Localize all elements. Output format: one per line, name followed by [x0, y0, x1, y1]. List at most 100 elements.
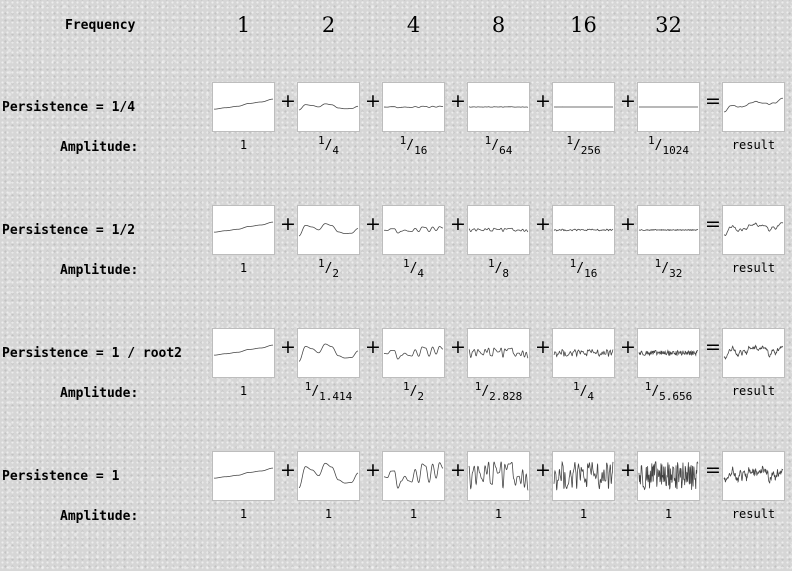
noise-graph	[383, 329, 444, 377]
noise-graph	[638, 329, 699, 377]
amplitude-denominator: 2	[417, 390, 424, 403]
plus-sign: +	[620, 460, 632, 480]
plus-sign: +	[535, 460, 547, 480]
plus-sign: +	[450, 460, 462, 480]
octave-panel	[297, 328, 360, 378]
amplitude-value: 1	[460, 507, 538, 521]
noise-line	[299, 463, 358, 487]
noise-graph	[213, 83, 274, 131]
octave-panel	[467, 451, 530, 501]
noise-graph	[723, 83, 784, 131]
octave-panel	[212, 82, 275, 132]
amplitude-numerator: 1	[318, 257, 325, 270]
amplitude-value: 1	[205, 384, 283, 398]
noise-graph	[468, 83, 529, 131]
noise-graph	[553, 83, 614, 131]
amplitude-denominator: 2	[332, 267, 339, 280]
plus-sign: +	[535, 214, 547, 234]
noise-graph	[383, 206, 444, 254]
amplitude-value: 1	[205, 507, 283, 521]
result-panel	[722, 205, 785, 255]
amplitude-value: 1	[205, 138, 283, 152]
amplitude-numerator: 1	[485, 134, 492, 147]
octave-panel	[552, 205, 615, 255]
amplitude-numerator: 1	[403, 257, 410, 270]
noise-graph	[213, 329, 274, 377]
result-panel	[722, 328, 785, 378]
noise-line	[724, 223, 783, 236]
amplitude-value: 1	[290, 507, 368, 521]
octave-panel	[637, 82, 700, 132]
amplitude-denominator: 2.828	[489, 390, 522, 403]
octave-panel	[467, 82, 530, 132]
plus-sign: +	[365, 214, 377, 234]
octave-panel	[297, 82, 360, 132]
octave-panel	[467, 328, 530, 378]
plus-sign: +	[365, 460, 377, 480]
amplitude-denominator: 4	[587, 390, 594, 403]
noise-line	[554, 229, 613, 231]
amplitude-numerator: 1	[488, 257, 495, 270]
noise-line	[469, 348, 528, 358]
amplitude-value: 1/64	[460, 138, 538, 153]
noise-line	[554, 349, 613, 356]
amplitude-value: 1	[375, 507, 453, 521]
plus-sign: +	[365, 337, 377, 357]
octave-panel	[552, 328, 615, 378]
amplitude-value: 1/5.656	[630, 384, 708, 399]
frequency-label: Frequency	[65, 18, 135, 33]
frequency-value: 16	[547, 13, 621, 37]
persistence-label: Persistence = 1/4	[2, 100, 135, 115]
noise-graph	[468, 452, 529, 500]
octave-panel	[552, 82, 615, 132]
amplitude-label: Amplitude:	[60, 140, 138, 155]
noise-line	[299, 344, 358, 361]
amplitude-value: 1/1024	[630, 138, 708, 153]
noise-line	[384, 463, 443, 488]
octave-panel	[212, 451, 275, 501]
noise-graph	[553, 329, 614, 377]
result-panel	[722, 82, 785, 132]
noise-graph	[383, 83, 444, 131]
noise-line	[724, 346, 783, 359]
frequency-value: 2	[292, 13, 366, 37]
amplitude-denominator: 4	[417, 267, 424, 280]
amplitude-value: 1/2	[375, 384, 453, 399]
amplitude-denominator: 1024	[662, 144, 689, 157]
amplitude-label: Amplitude:	[60, 263, 138, 278]
octave-panel	[297, 451, 360, 501]
fraction-slash: /	[573, 138, 581, 153]
octave-panel	[382, 451, 445, 501]
noise-graph	[298, 329, 359, 377]
octave-panel	[637, 328, 700, 378]
amplitude-label: Amplitude:	[60, 386, 138, 401]
noise-graph	[553, 452, 614, 500]
octave-panel	[212, 205, 275, 255]
noise-graph	[553, 206, 614, 254]
amplitude-denominator: 256	[581, 144, 601, 157]
noise-line	[639, 350, 698, 355]
noise-graph	[638, 206, 699, 254]
amplitude-numerator: 1	[305, 380, 312, 393]
noise-graph	[468, 206, 529, 254]
result-panel	[722, 451, 785, 501]
noise-graph	[723, 452, 784, 500]
amplitude-numerator: 1	[648, 134, 655, 147]
octave-panel	[382, 82, 445, 132]
noise-line	[639, 230, 698, 231]
plus-sign: +	[450, 214, 462, 234]
noise-graph	[468, 329, 529, 377]
noise-graph	[298, 452, 359, 500]
plus-sign: +	[280, 337, 292, 357]
amplitude-value: 1/2.828	[460, 384, 538, 399]
noise-graph	[298, 83, 359, 131]
equals-sign: =	[705, 337, 717, 357]
noise-line	[214, 222, 273, 232]
amplitude-numerator: 1	[645, 380, 652, 393]
amplitude-numerator: 1	[475, 380, 482, 393]
noise-line	[469, 462, 528, 490]
plus-sign: +	[280, 214, 292, 234]
amplitude-numerator: 1	[570, 257, 577, 270]
